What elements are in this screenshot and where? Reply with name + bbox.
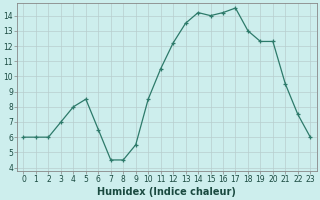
X-axis label: Humidex (Indice chaleur): Humidex (Indice chaleur) [98,187,236,197]
